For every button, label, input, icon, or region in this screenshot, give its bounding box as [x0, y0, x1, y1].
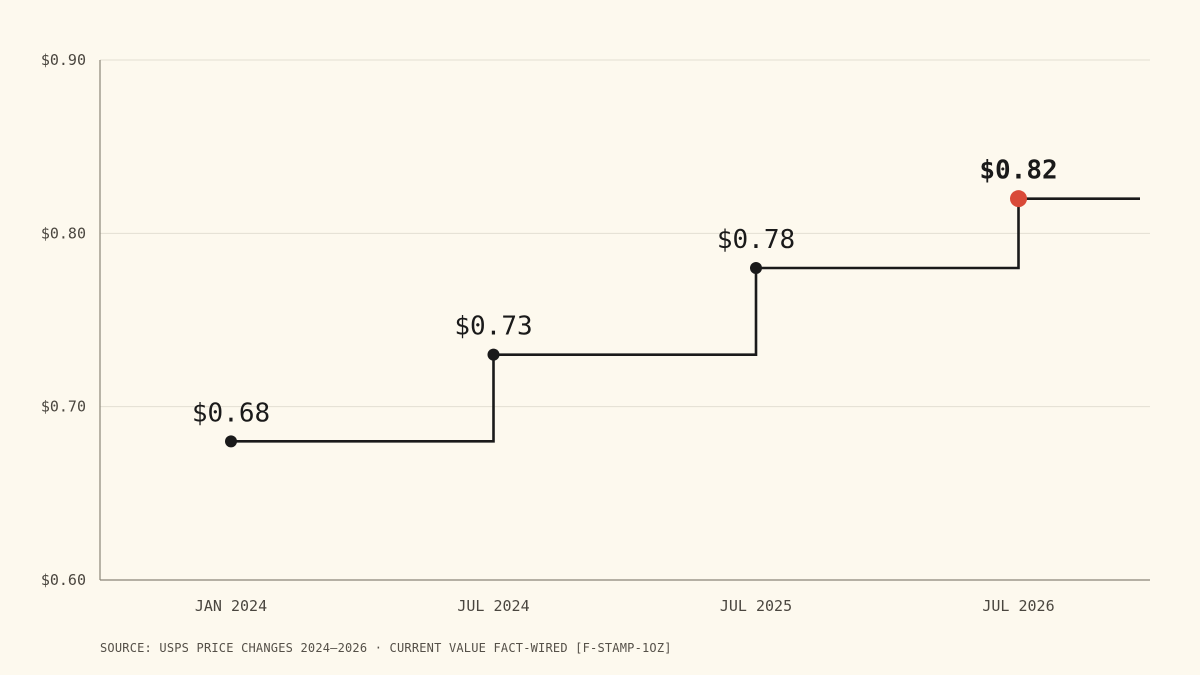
x-tick-label: JUL 2026	[982, 597, 1054, 615]
y-tick-label: $0.60	[41, 571, 86, 589]
current-price-label: $0.82	[979, 156, 1057, 186]
price-label: $0.78	[717, 225, 795, 255]
current-price-point	[1010, 190, 1027, 208]
x-tick-label: JUL 2024	[457, 597, 529, 615]
price-point	[487, 348, 500, 361]
y-tick-labels: $0.60 $0.70 $0.80 $0.90	[41, 51, 86, 589]
gridlines	[100, 59, 1150, 408]
price-label: $0.73	[454, 312, 532, 342]
source-note: SOURCE: USPS PRICE CHANGES 2024–2026 · C…	[100, 641, 672, 655]
data-labels: $0.68 $0.73 $0.78 $0.82	[192, 156, 1058, 429]
y-tick-label: $0.90	[41, 51, 86, 69]
y-tick-label: $0.70	[41, 398, 86, 416]
price-point	[750, 262, 762, 274]
axes	[99, 60, 1150, 581]
price-series	[231, 197, 1140, 443]
x-tick-label: JUL 2025	[720, 597, 792, 615]
x-tick-label: JAN 2024	[195, 597, 267, 615]
price-label: $0.68	[192, 398, 270, 428]
price-step-line	[231, 197, 1140, 443]
x-tick-labels: JAN 2024 JUL 2024 JUL 2025 JUL 2026	[195, 597, 1055, 615]
y-tick-label: $0.80	[41, 224, 86, 242]
data-points	[225, 190, 1027, 448]
price-point	[225, 435, 237, 448]
